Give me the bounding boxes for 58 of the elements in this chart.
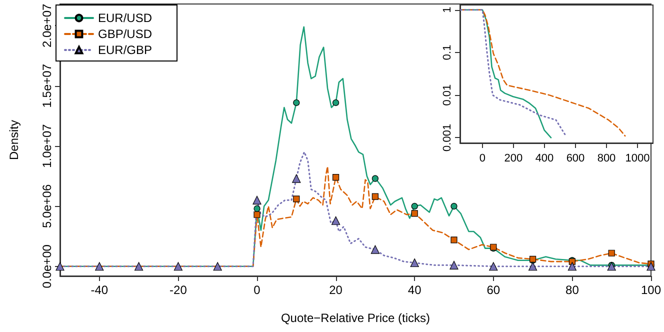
- x-tick-label: 80: [566, 283, 580, 297]
- x-tick-label: 100: [640, 283, 662, 297]
- point: [450, 202, 458, 210]
- point: [370, 245, 380, 254]
- point: [252, 196, 262, 204]
- y-tick-label: 2.0e+07: [40, 3, 54, 48]
- y-tick-label: 0.01: [442, 84, 454, 106]
- point: [293, 99, 300, 106]
- line-series: [460, 9, 626, 137]
- x-tick-label: -20: [170, 283, 188, 297]
- point: [331, 216, 340, 225]
- point: [213, 262, 222, 271]
- point: [568, 262, 576, 271]
- y-tick-label: 0.0e+00: [40, 244, 54, 288]
- point: [254, 205, 260, 212]
- point: [450, 236, 458, 244]
- point: [411, 202, 418, 210]
- y-tick-label: 1.5e+07: [40, 64, 54, 108]
- point: [134, 262, 144, 271]
- point: [489, 262, 498, 271]
- y-tick-label: 1: [442, 6, 454, 13]
- x-tick-label: 200: [504, 152, 523, 164]
- point: [95, 262, 104, 271]
- point: [292, 174, 301, 183]
- x-tick-label: -40: [90, 283, 108, 297]
- point: [174, 262, 182, 271]
- y-tick-label: 0.1: [442, 44, 454, 60]
- x-tick-label: 1000: [625, 152, 650, 164]
- legend-label: EUR/USD: [98, 11, 152, 25]
- point: [411, 210, 418, 217]
- legend-label: EUR/GBP: [98, 43, 152, 57]
- point: [410, 258, 419, 268]
- point: [608, 250, 615, 256]
- x-tick-label: 40: [408, 283, 422, 297]
- point: [607, 262, 616, 271]
- point: [293, 196, 300, 202]
- legend-label: GBP/USD: [98, 27, 152, 41]
- point: [254, 211, 260, 218]
- point: [372, 175, 378, 182]
- point: [372, 193, 378, 200]
- x-tick-label: 0: [254, 283, 261, 297]
- x-tick-label: 20: [329, 283, 343, 297]
- y-tick-label: 5.0e+06: [40, 184, 54, 228]
- x-tick-label: 600: [566, 152, 585, 164]
- x-tick-label: 400: [535, 152, 554, 164]
- y-axis-title: Density: [7, 120, 21, 160]
- point: [450, 260, 458, 270]
- x-tick-label: 0: [479, 152, 486, 164]
- x-tick-label: 60: [486, 283, 500, 297]
- y-tick-label: 1.0e+07: [40, 124, 54, 168]
- x-tick-label: 800: [597, 152, 616, 164]
- point: [528, 262, 538, 271]
- x-axis-title: Quote−Relative Price (ticks): [280, 311, 430, 325]
- point: [56, 262, 64, 271]
- point: [332, 174, 340, 181]
- point: [646, 262, 656, 271]
- y-tick-label: 0.001: [442, 124, 454, 152]
- point: [332, 99, 340, 106]
